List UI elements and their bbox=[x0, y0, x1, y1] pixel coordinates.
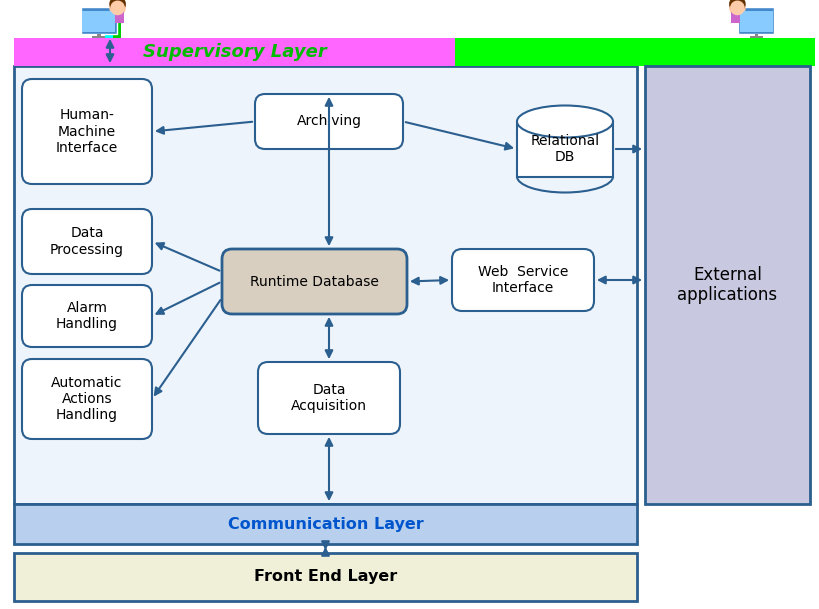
Circle shape bbox=[730, 0, 745, 12]
FancyBboxPatch shape bbox=[22, 359, 152, 439]
Circle shape bbox=[731, 1, 744, 15]
Text: Communication Layer: Communication Layer bbox=[228, 516, 423, 532]
FancyBboxPatch shape bbox=[22, 79, 152, 184]
Text: External
applications: External applications bbox=[677, 266, 777, 304]
Bar bbox=[80, 7, 116, 33]
Bar bbox=[754, 33, 758, 37]
Bar bbox=[645, 66, 810, 504]
Circle shape bbox=[730, 0, 745, 15]
Bar bbox=[14, 504, 637, 544]
Text: Data
Acquisition: Data Acquisition bbox=[291, 383, 367, 413]
Bar bbox=[83, 11, 115, 32]
Text: Runtime Database: Runtime Database bbox=[250, 275, 379, 289]
Bar bbox=[14, 553, 637, 601]
Bar bbox=[14, 38, 455, 66]
FancyBboxPatch shape bbox=[22, 209, 152, 274]
Text: Automatic
Actions
Handling: Automatic Actions Handling bbox=[52, 376, 123, 422]
Bar bbox=[97, 33, 101, 37]
Text: Human-
Machine
Interface: Human- Machine Interface bbox=[56, 108, 118, 155]
Bar bbox=[739, 7, 775, 33]
FancyBboxPatch shape bbox=[22, 285, 152, 347]
Circle shape bbox=[111, 1, 124, 15]
Text: Front End Layer: Front End Layer bbox=[254, 569, 397, 585]
Bar bbox=[105, 18, 113, 38]
Bar bbox=[14, 66, 637, 504]
FancyBboxPatch shape bbox=[222, 249, 407, 314]
Bar bbox=[517, 122, 613, 177]
Bar bbox=[455, 38, 815, 66]
Ellipse shape bbox=[517, 105, 613, 138]
FancyBboxPatch shape bbox=[452, 249, 594, 311]
FancyBboxPatch shape bbox=[255, 94, 403, 149]
Bar bbox=[113, 18, 121, 38]
Text: Web  Service
Interface: Web Service Interface bbox=[477, 265, 568, 295]
Text: Data
Processing: Data Processing bbox=[50, 227, 124, 256]
Text: Alarm
Handling: Alarm Handling bbox=[56, 301, 118, 331]
Bar bbox=[111, 10, 124, 23]
Bar bbox=[92, 37, 106, 38]
Circle shape bbox=[110, 0, 125, 12]
Bar bbox=[749, 37, 763, 38]
Text: Supervisory Layer: Supervisory Layer bbox=[143, 43, 327, 61]
Text: Relational
DB: Relational DB bbox=[531, 134, 600, 164]
Circle shape bbox=[110, 0, 125, 15]
Text: Archiving: Archiving bbox=[296, 114, 361, 128]
Bar bbox=[740, 11, 772, 32]
FancyBboxPatch shape bbox=[258, 362, 400, 434]
Bar bbox=[731, 10, 744, 23]
